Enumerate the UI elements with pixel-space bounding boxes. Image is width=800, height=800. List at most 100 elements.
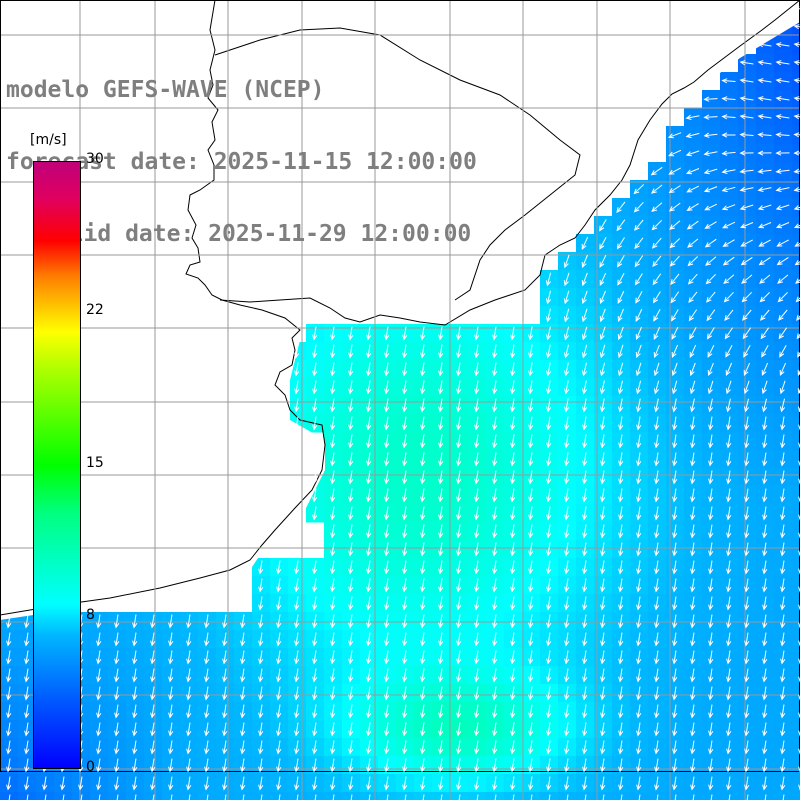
wind-arrow (564, 470, 570, 485)
wind-arrow (653, 362, 660, 377)
wind-arrow (168, 614, 174, 629)
wind-arrow (186, 614, 192, 629)
wind-arrow (739, 222, 754, 229)
wind-arrow (456, 470, 462, 485)
wind-arrow (294, 344, 300, 359)
wind-arrow (721, 168, 736, 174)
wind-arrow (402, 398, 408, 413)
wind-speed-cell (792, 630, 800, 649)
wind-arrow (366, 740, 372, 755)
wind-arrow (708, 704, 714, 719)
wind-arrow (744, 758, 750, 773)
wind-arrow (294, 362, 300, 377)
wind-arrow (240, 668, 246, 683)
coastline (0, 0, 800, 616)
wind-speed-cell (72, 792, 91, 800)
wind-arrow (721, 186, 736, 193)
wind-arrow (132, 722, 138, 737)
wind-arrow (330, 488, 336, 503)
wind-arrow (635, 291, 643, 304)
wind-arrow (726, 596, 732, 611)
wind-arrow (474, 542, 480, 557)
wind-arrow (564, 488, 570, 503)
wind-arrow (739, 114, 754, 120)
wind-arrow (456, 650, 462, 665)
wind-arrow (420, 758, 426, 773)
wind-arrow (330, 434, 336, 449)
wind-arrow (456, 776, 462, 791)
wind-arrow (474, 758, 480, 773)
wind-arrow (703, 114, 718, 120)
wind-arrow (330, 452, 336, 467)
wind-arrow (582, 506, 588, 521)
wind-arrow (584, 794, 587, 800)
coastline-river (214, 27, 581, 301)
wind-arrow (780, 596, 786, 611)
wind-arrow (743, 345, 751, 358)
wind-arrow (24, 614, 30, 629)
wind-arrow (294, 632, 300, 647)
wind-arrow (366, 632, 372, 647)
wind-arrow (6, 740, 12, 755)
wind-arrow (456, 452, 462, 467)
wind-arrow (240, 722, 246, 737)
wind-speed-cell (792, 576, 800, 595)
wind-arrow (744, 776, 750, 791)
wind-arrow (348, 344, 354, 359)
wind-arrow (757, 204, 772, 211)
wind-arrow (616, 219, 626, 232)
wind-arrow (564, 632, 570, 647)
wind-arrow (96, 776, 102, 791)
wind-speed-cell (792, 486, 800, 505)
wind-arrow (600, 776, 606, 791)
wind-arrow (618, 506, 624, 521)
wind-arrow (474, 326, 480, 341)
wind-arrow (150, 740, 156, 755)
wind-arrow (510, 452, 516, 467)
wind-arrow (656, 794, 659, 800)
wind-arrow (689, 380, 696, 395)
wind-arrow (492, 362, 498, 377)
wind-arrow (330, 344, 336, 359)
wind-arrow (654, 758, 660, 773)
wind-arrow (757, 42, 772, 48)
wind-arrow (132, 704, 138, 719)
wind-arrow (602, 794, 605, 800)
wind-arrow (793, 186, 800, 192)
wind-speed-cell (792, 720, 800, 739)
wind-arrow (312, 668, 318, 683)
wind-arrow (690, 722, 696, 737)
wind-arrow (366, 434, 372, 449)
wind-arrow (348, 506, 354, 521)
wind-arrow (492, 326, 498, 341)
wind-arrow (616, 201, 626, 214)
wind-arrow (618, 722, 624, 737)
wind-arrow (528, 398, 534, 413)
wind-arrow (476, 794, 479, 800)
colorbar (33, 161, 81, 769)
wind-arrow (402, 614, 408, 629)
wind-arrow (703, 96, 718, 102)
wind-arrow (778, 309, 788, 321)
wind-arrow (636, 452, 642, 467)
wind-arrow (762, 632, 768, 647)
wind-arrow (528, 650, 534, 665)
wind-arrow (134, 794, 137, 800)
wind-arrow (402, 434, 408, 449)
wind-arrow (510, 362, 516, 377)
wind-arrow (780, 488, 786, 503)
wind-arrow (528, 686, 534, 701)
wind-speed-cell (792, 360, 800, 379)
wind-arrow (528, 614, 534, 629)
wind-arrow (492, 650, 498, 665)
wind-arrow (636, 758, 642, 773)
wind-arrow (492, 614, 498, 629)
wind-arrow (456, 614, 462, 629)
wind-speed-cell (18, 792, 37, 800)
wind-arrow (708, 776, 714, 791)
wind-arrow (690, 398, 696, 413)
wind-arrow (384, 758, 390, 773)
wind-arrow (438, 776, 444, 791)
wind-speed-cell (594, 792, 613, 800)
